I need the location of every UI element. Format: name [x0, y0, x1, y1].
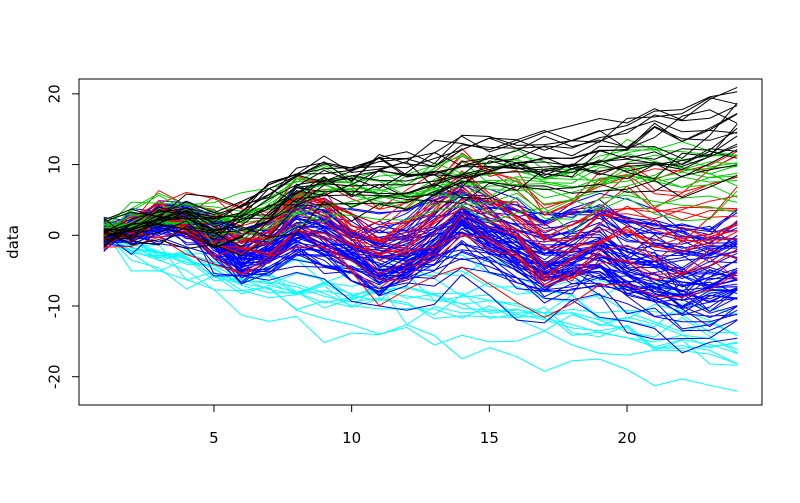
- series-line: [103, 236, 738, 318]
- series-line: [103, 86, 738, 221]
- series-line: [103, 120, 738, 238]
- x-tick-label: 10: [342, 429, 361, 447]
- series-line: [103, 148, 738, 241]
- series-line: [103, 223, 738, 334]
- series-line: [103, 211, 738, 288]
- x-tick-label: 20: [618, 429, 637, 447]
- y-axis-label: data: [4, 225, 22, 259]
- series-line: [103, 231, 738, 328]
- series-line: [103, 125, 738, 233]
- series-line: [103, 229, 738, 392]
- series-line: [103, 153, 738, 229]
- series-line: [103, 150, 738, 246]
- series-line: [103, 172, 738, 243]
- series-line: [103, 143, 738, 249]
- series-line: [103, 207, 738, 295]
- series-line: [103, 227, 738, 310]
- series-line: [103, 235, 738, 365]
- series-layer: [103, 86, 738, 392]
- series-line: [103, 185, 738, 255]
- series-line: [103, 187, 738, 246]
- axes-layer: 5 10 15 20 -20 -10 0 10 20: [45, 84, 636, 447]
- series-line: [103, 127, 738, 248]
- x-tick-label: 5: [209, 429, 219, 447]
- series-line: [103, 174, 738, 248]
- x-tick-label: 15: [480, 429, 499, 447]
- y-tick-label: -10: [45, 294, 63, 319]
- series-line: [103, 219, 738, 285]
- series-line: [103, 221, 738, 349]
- series-line: [103, 238, 738, 350]
- series-line: [103, 215, 738, 309]
- series-line: [103, 232, 738, 354]
- series-line: [103, 148, 738, 231]
- series-line: [103, 104, 738, 233]
- y-tick-label: -20: [45, 364, 63, 389]
- series-line: [103, 97, 738, 246]
- series-line: [103, 231, 738, 354]
- y-tick-label: 0: [45, 231, 63, 241]
- series-line: [103, 145, 738, 239]
- y-tick-label: 10: [45, 155, 63, 174]
- series-line: [103, 135, 738, 246]
- series-line: [103, 199, 738, 281]
- y-tick-label: 20: [45, 84, 63, 103]
